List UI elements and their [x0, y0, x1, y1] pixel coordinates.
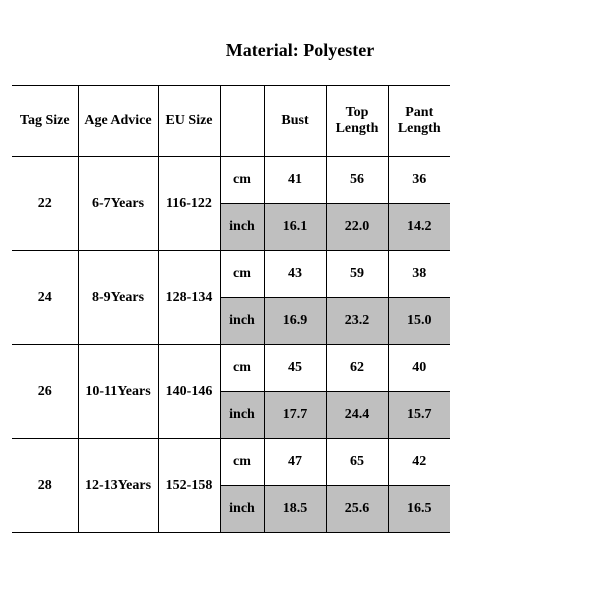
cell-pant_length-cm: 38 — [388, 251, 450, 298]
cell-top_length-cm: 62 — [326, 345, 388, 392]
table-row: 2812-13Years152-158cm476542 — [12, 439, 450, 486]
cell-top_length-inch: 23.2 — [326, 298, 388, 345]
cell-bust-cm: 43 — [264, 251, 326, 298]
page-title: Material: Polyester — [0, 0, 600, 85]
cell-bust-inch: 16.1 — [264, 204, 326, 251]
cell-pant_length-inch: 14.2 — [388, 204, 450, 251]
cell-pant_length-cm: 40 — [388, 345, 450, 392]
cell-tag-size: 28 — [12, 439, 78, 533]
cell-bust-inch: 16.9 — [264, 298, 326, 345]
cell-unit-inch: inch — [220, 298, 264, 345]
cell-unit-inch: inch — [220, 486, 264, 533]
cell-age-advice: 6-7Years — [78, 157, 158, 251]
col-eu-size: EU Size — [158, 86, 220, 157]
cell-pant_length-inch: 16.5 — [388, 486, 450, 533]
cell-top_length-cm: 59 — [326, 251, 388, 298]
cell-age-advice: 8-9Years — [78, 251, 158, 345]
table-row: 248-9Years128-134cm435938 — [12, 251, 450, 298]
cell-pant_length-cm: 42 — [388, 439, 450, 486]
col-top-length: Top Length — [326, 86, 388, 157]
cell-unit-inch: inch — [220, 392, 264, 439]
cell-age-advice: 10-11Years — [78, 345, 158, 439]
col-bust: Bust — [264, 86, 326, 157]
cell-unit-cm: cm — [220, 251, 264, 298]
cell-top_length-inch: 22.0 — [326, 204, 388, 251]
cell-top_length-inch: 24.4 — [326, 392, 388, 439]
cell-bust-cm: 45 — [264, 345, 326, 392]
cell-unit-cm: cm — [220, 157, 264, 204]
cell-eu-size: 140-146 — [158, 345, 220, 439]
cell-pant_length-inch: 15.7 — [388, 392, 450, 439]
header-row: Tag Size Age Advice EU Size Bust Top Len… — [12, 86, 450, 157]
cell-bust-cm: 47 — [264, 439, 326, 486]
table-row: 2610-11Years140-146cm456240 — [12, 345, 450, 392]
cell-age-advice: 12-13Years — [78, 439, 158, 533]
cell-top_length-cm: 56 — [326, 157, 388, 204]
size-table: Tag Size Age Advice EU Size Bust Top Len… — [12, 85, 450, 533]
cell-top_length-inch: 25.6 — [326, 486, 388, 533]
cell-bust-cm: 41 — [264, 157, 326, 204]
col-unit — [220, 86, 264, 157]
cell-bust-inch: 18.5 — [264, 486, 326, 533]
cell-tag-size: 24 — [12, 251, 78, 345]
cell-unit-cm: cm — [220, 439, 264, 486]
col-age-advice: Age Advice — [78, 86, 158, 157]
cell-tag-size: 22 — [12, 157, 78, 251]
col-pant-length: Pant Length — [388, 86, 450, 157]
cell-pant_length-inch: 15.0 — [388, 298, 450, 345]
table-row: 226-7Years116-122cm415636 — [12, 157, 450, 204]
cell-eu-size: 116-122 — [158, 157, 220, 251]
cell-top_length-cm: 65 — [326, 439, 388, 486]
cell-bust-inch: 17.7 — [264, 392, 326, 439]
table-body: 226-7Years116-122cm415636inch16.122.014.… — [12, 157, 450, 533]
cell-tag-size: 26 — [12, 345, 78, 439]
cell-eu-size: 152-158 — [158, 439, 220, 533]
cell-unit-inch: inch — [220, 204, 264, 251]
col-tag-size: Tag Size — [12, 86, 78, 157]
cell-unit-cm: cm — [220, 345, 264, 392]
cell-pant_length-cm: 36 — [388, 157, 450, 204]
cell-eu-size: 128-134 — [158, 251, 220, 345]
